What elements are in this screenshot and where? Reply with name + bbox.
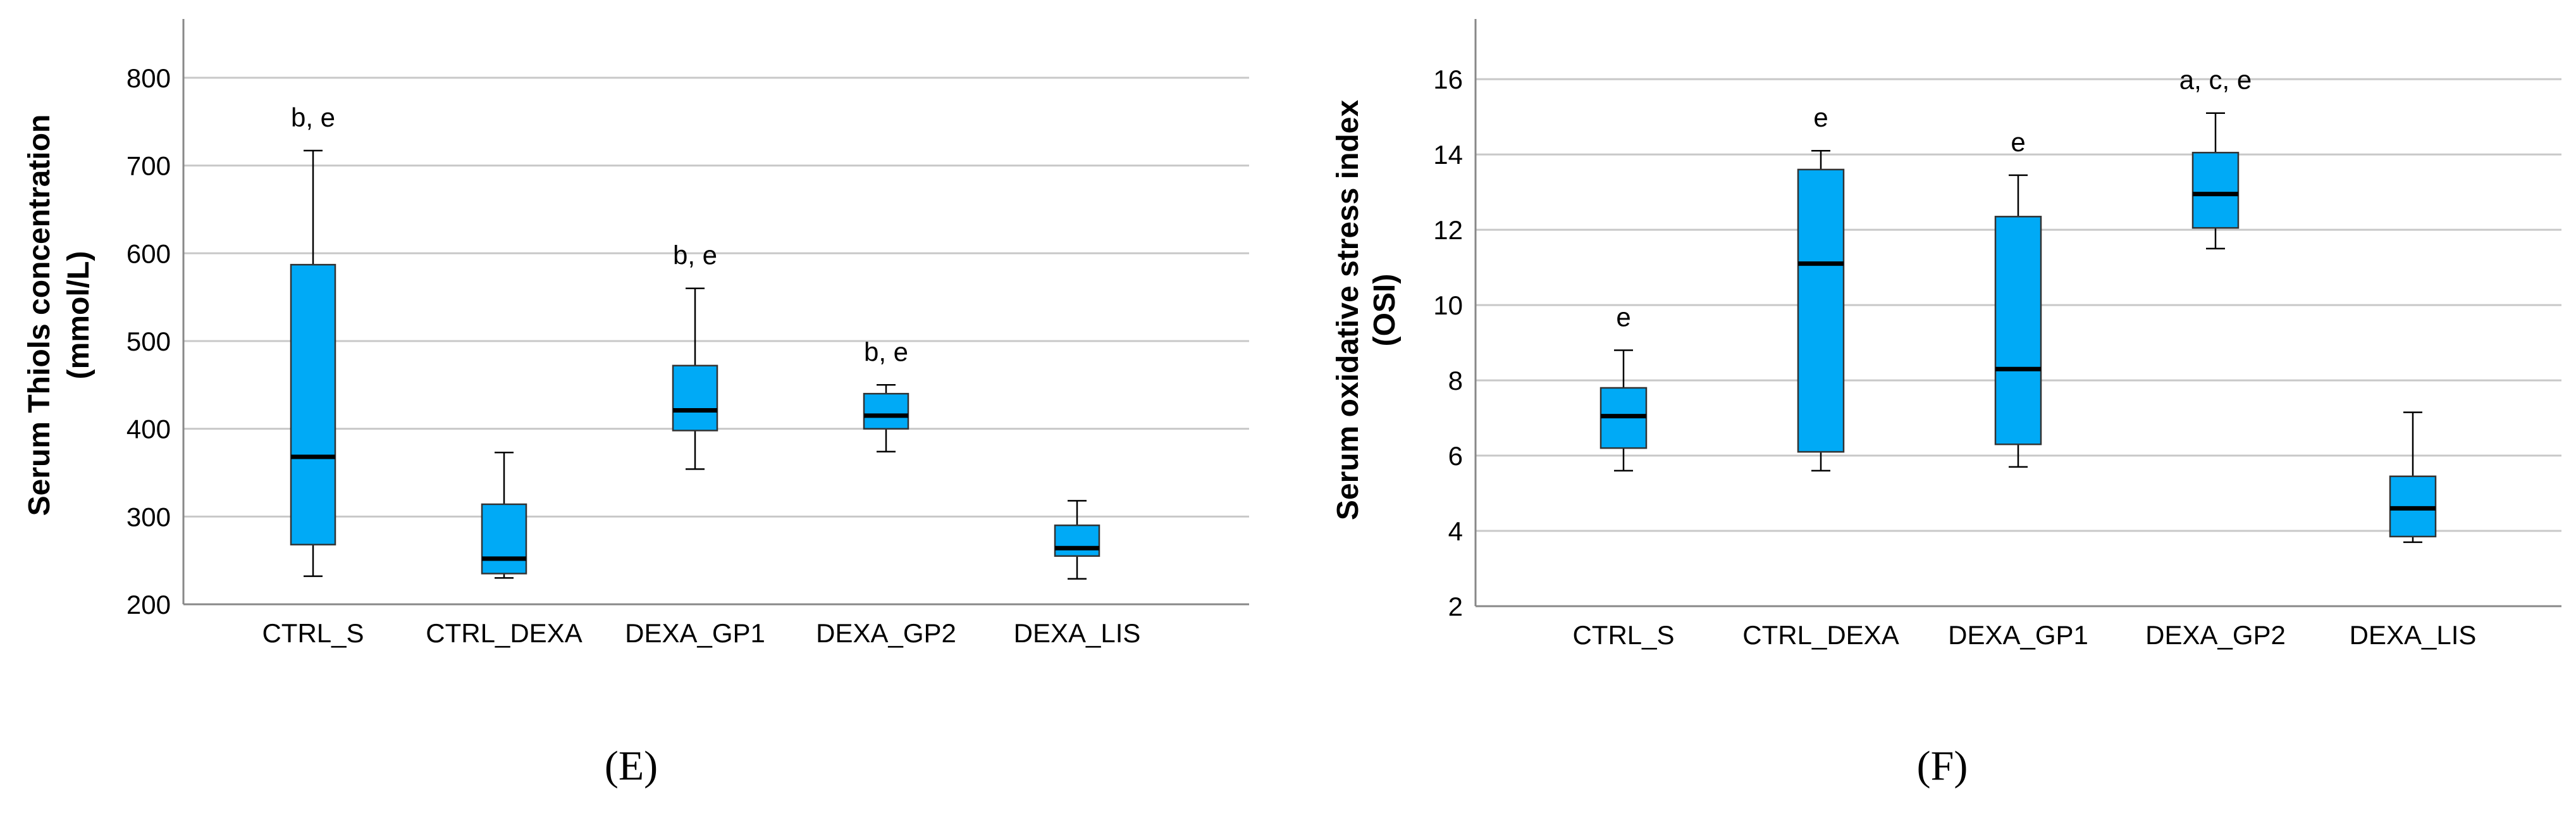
- panel-e-box: [290, 264, 336, 545]
- panel-e-y-tick-label: 300: [126, 502, 171, 532]
- panel-e-y-axis-label-unit: (mmol/L): [62, 251, 96, 380]
- panel-f-significance-label: a, c, e: [2179, 65, 2252, 95]
- panel-f-y-tick-label: 4: [1448, 516, 1463, 546]
- panel-f-box: [1994, 216, 2042, 445]
- panel-f-y-tick-label: 10: [1433, 290, 1463, 320]
- panel-e-significance-label: b, e: [673, 240, 717, 270]
- panel-e-box: [1054, 524, 1100, 557]
- panel-e-y-tick-label: 400: [126, 414, 171, 444]
- panel-e-x-tick-label: DEXA_GP1: [625, 618, 765, 648]
- panel-e-box: [672, 364, 718, 432]
- panel-e-x-tick-label: CTRL_S: [262, 618, 364, 648]
- panel-f-y-tick-label: 16: [1433, 65, 1463, 94]
- panel-e-y-tick-label: 500: [126, 327, 171, 356]
- panel-f-y-tick-label: 2: [1448, 592, 1463, 621]
- panel-e-x-tick-label: DEXA_GP2: [816, 618, 956, 648]
- panel-e-box: [481, 503, 527, 575]
- panel-f-x-tick-label: DEXA_LIS: [2350, 620, 2477, 650]
- panel-e-y-axis-label: Serum Thiols concentration: [23, 115, 56, 516]
- panel-f-y-tick-label: 8: [1448, 366, 1463, 395]
- panel-f-y-axis-label: Serum oxidative stress index: [1331, 100, 1365, 521]
- panel-f-x-tick-label: DEXA_GP2: [2145, 620, 2286, 650]
- panel-e-x-tick-label: DEXA_LIS: [1014, 618, 1141, 648]
- panel-f-significance-label: e: [1616, 302, 1630, 332]
- panel-f-box: [1797, 168, 1845, 453]
- panel-f-y-tick-label: 6: [1448, 441, 1463, 471]
- panel-f-x-tick-label: CTRL_DEXA: [1742, 620, 1899, 650]
- panel-f-y-tick-label: 14: [1433, 140, 1463, 170]
- panel-e-box: [863, 392, 909, 430]
- panel-f-y-axis-label-unit: (OSI): [1368, 274, 1402, 347]
- panel-e-y-tick-label: 700: [126, 151, 171, 181]
- panel-e-label: (E): [605, 743, 658, 789]
- panel-f-significance-label: e: [1813, 103, 1828, 132]
- panel-e-y-tick-label: 200: [126, 590, 171, 619]
- panel-f-significance-label: e: [2011, 127, 2025, 157]
- panel-f-x-tick-label: CTRL_S: [1572, 620, 1674, 650]
- panel-e-significance-label: b, e: [864, 337, 908, 366]
- panel-e-y-tick-label: 600: [126, 239, 171, 268]
- panel-f-box: [2191, 151, 2240, 229]
- panel-f-y-tick-label: 12: [1433, 215, 1463, 245]
- panel-e-x-tick-label: CTRL_DEXA: [426, 618, 582, 648]
- panel-f-x-tick-label: DEXA_GP1: [1948, 620, 2088, 650]
- panel-e-significance-label: b, e: [291, 103, 335, 132]
- panel-e-y-tick-label: 800: [126, 63, 171, 93]
- panel-f-label: (F): [1917, 743, 1968, 789]
